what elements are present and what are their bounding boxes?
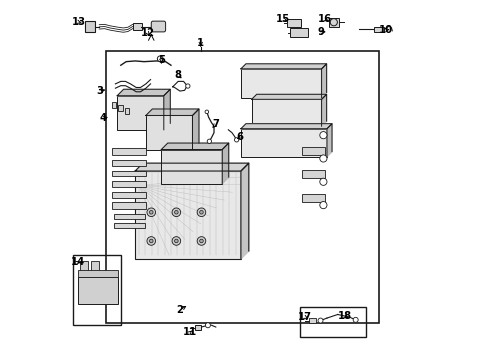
Circle shape — [172, 237, 180, 245]
Circle shape — [319, 132, 326, 139]
Bar — [91, 261, 99, 273]
Bar — [195, 324, 201, 330]
Bar — [118, 105, 122, 111]
Text: 16: 16 — [318, 14, 331, 24]
Bar — [112, 102, 116, 108]
Text: 2: 2 — [176, 305, 183, 315]
Bar — [301, 170, 325, 178]
Polygon shape — [117, 89, 170, 96]
Bar — [308, 318, 315, 323]
Bar — [290, 28, 308, 37]
Text: 1: 1 — [197, 38, 204, 48]
Circle shape — [317, 318, 323, 323]
Polygon shape — [192, 109, 199, 149]
Circle shape — [174, 211, 178, 214]
Polygon shape — [241, 163, 248, 259]
Bar — [301, 147, 325, 155]
Circle shape — [199, 239, 203, 243]
Polygon shape — [161, 143, 228, 149]
Bar — [113, 214, 145, 220]
Circle shape — [329, 19, 337, 26]
Text: 15: 15 — [276, 14, 290, 24]
Bar — [112, 148, 145, 155]
Text: 8: 8 — [174, 70, 181, 80]
Bar — [112, 160, 145, 166]
Bar — [241, 129, 326, 157]
Circle shape — [157, 56, 163, 62]
Bar — [78, 277, 118, 304]
Text: 13: 13 — [72, 17, 86, 27]
Circle shape — [185, 84, 190, 88]
Bar — [106, 51, 378, 323]
Polygon shape — [241, 64, 326, 69]
Text: 6: 6 — [236, 132, 243, 142]
Bar — [300, 307, 366, 337]
Circle shape — [234, 138, 238, 142]
Circle shape — [319, 178, 326, 185]
Text: 14: 14 — [70, 257, 85, 267]
Bar — [132, 23, 142, 30]
Polygon shape — [251, 94, 326, 99]
Bar — [145, 116, 192, 149]
Bar — [135, 171, 241, 259]
Circle shape — [149, 239, 153, 243]
Bar — [112, 181, 145, 187]
FancyBboxPatch shape — [151, 21, 165, 32]
Bar — [373, 27, 384, 32]
Bar — [328, 18, 338, 27]
Polygon shape — [163, 89, 170, 130]
Bar — [251, 99, 321, 126]
Circle shape — [319, 202, 326, 209]
Polygon shape — [326, 124, 331, 157]
Bar — [161, 149, 222, 184]
Circle shape — [149, 211, 153, 214]
Circle shape — [172, 208, 180, 217]
Text: 7: 7 — [212, 120, 219, 129]
Bar — [113, 223, 145, 228]
Polygon shape — [321, 64, 326, 98]
Polygon shape — [222, 143, 228, 184]
Text: 11: 11 — [183, 327, 197, 337]
Polygon shape — [135, 163, 248, 171]
Bar — [241, 69, 321, 98]
Text: 17: 17 — [297, 312, 311, 322]
Text: 3: 3 — [96, 86, 102, 96]
Text: 18: 18 — [337, 311, 351, 321]
Text: 5: 5 — [158, 55, 164, 65]
Bar — [112, 192, 145, 198]
Circle shape — [147, 208, 155, 217]
Circle shape — [204, 110, 208, 114]
Circle shape — [319, 155, 326, 162]
Circle shape — [205, 323, 210, 328]
Text: 10: 10 — [378, 25, 392, 35]
Polygon shape — [145, 109, 199, 116]
Bar — [73, 255, 121, 325]
Bar — [286, 19, 301, 27]
Polygon shape — [321, 94, 326, 126]
Circle shape — [197, 237, 205, 245]
Circle shape — [174, 239, 178, 243]
Circle shape — [199, 211, 203, 214]
Bar — [78, 270, 118, 277]
Bar — [80, 261, 88, 273]
Bar — [112, 171, 145, 176]
Bar — [112, 202, 145, 209]
Text: 4: 4 — [99, 113, 106, 123]
Bar — [117, 96, 163, 130]
Circle shape — [207, 139, 211, 143]
Text: 12: 12 — [141, 28, 154, 38]
Bar — [124, 108, 129, 114]
Bar — [85, 22, 95, 32]
Polygon shape — [241, 124, 331, 129]
Bar — [301, 194, 325, 202]
Circle shape — [352, 318, 357, 322]
Text: 9: 9 — [316, 27, 324, 37]
Circle shape — [197, 208, 205, 217]
Circle shape — [147, 237, 155, 245]
